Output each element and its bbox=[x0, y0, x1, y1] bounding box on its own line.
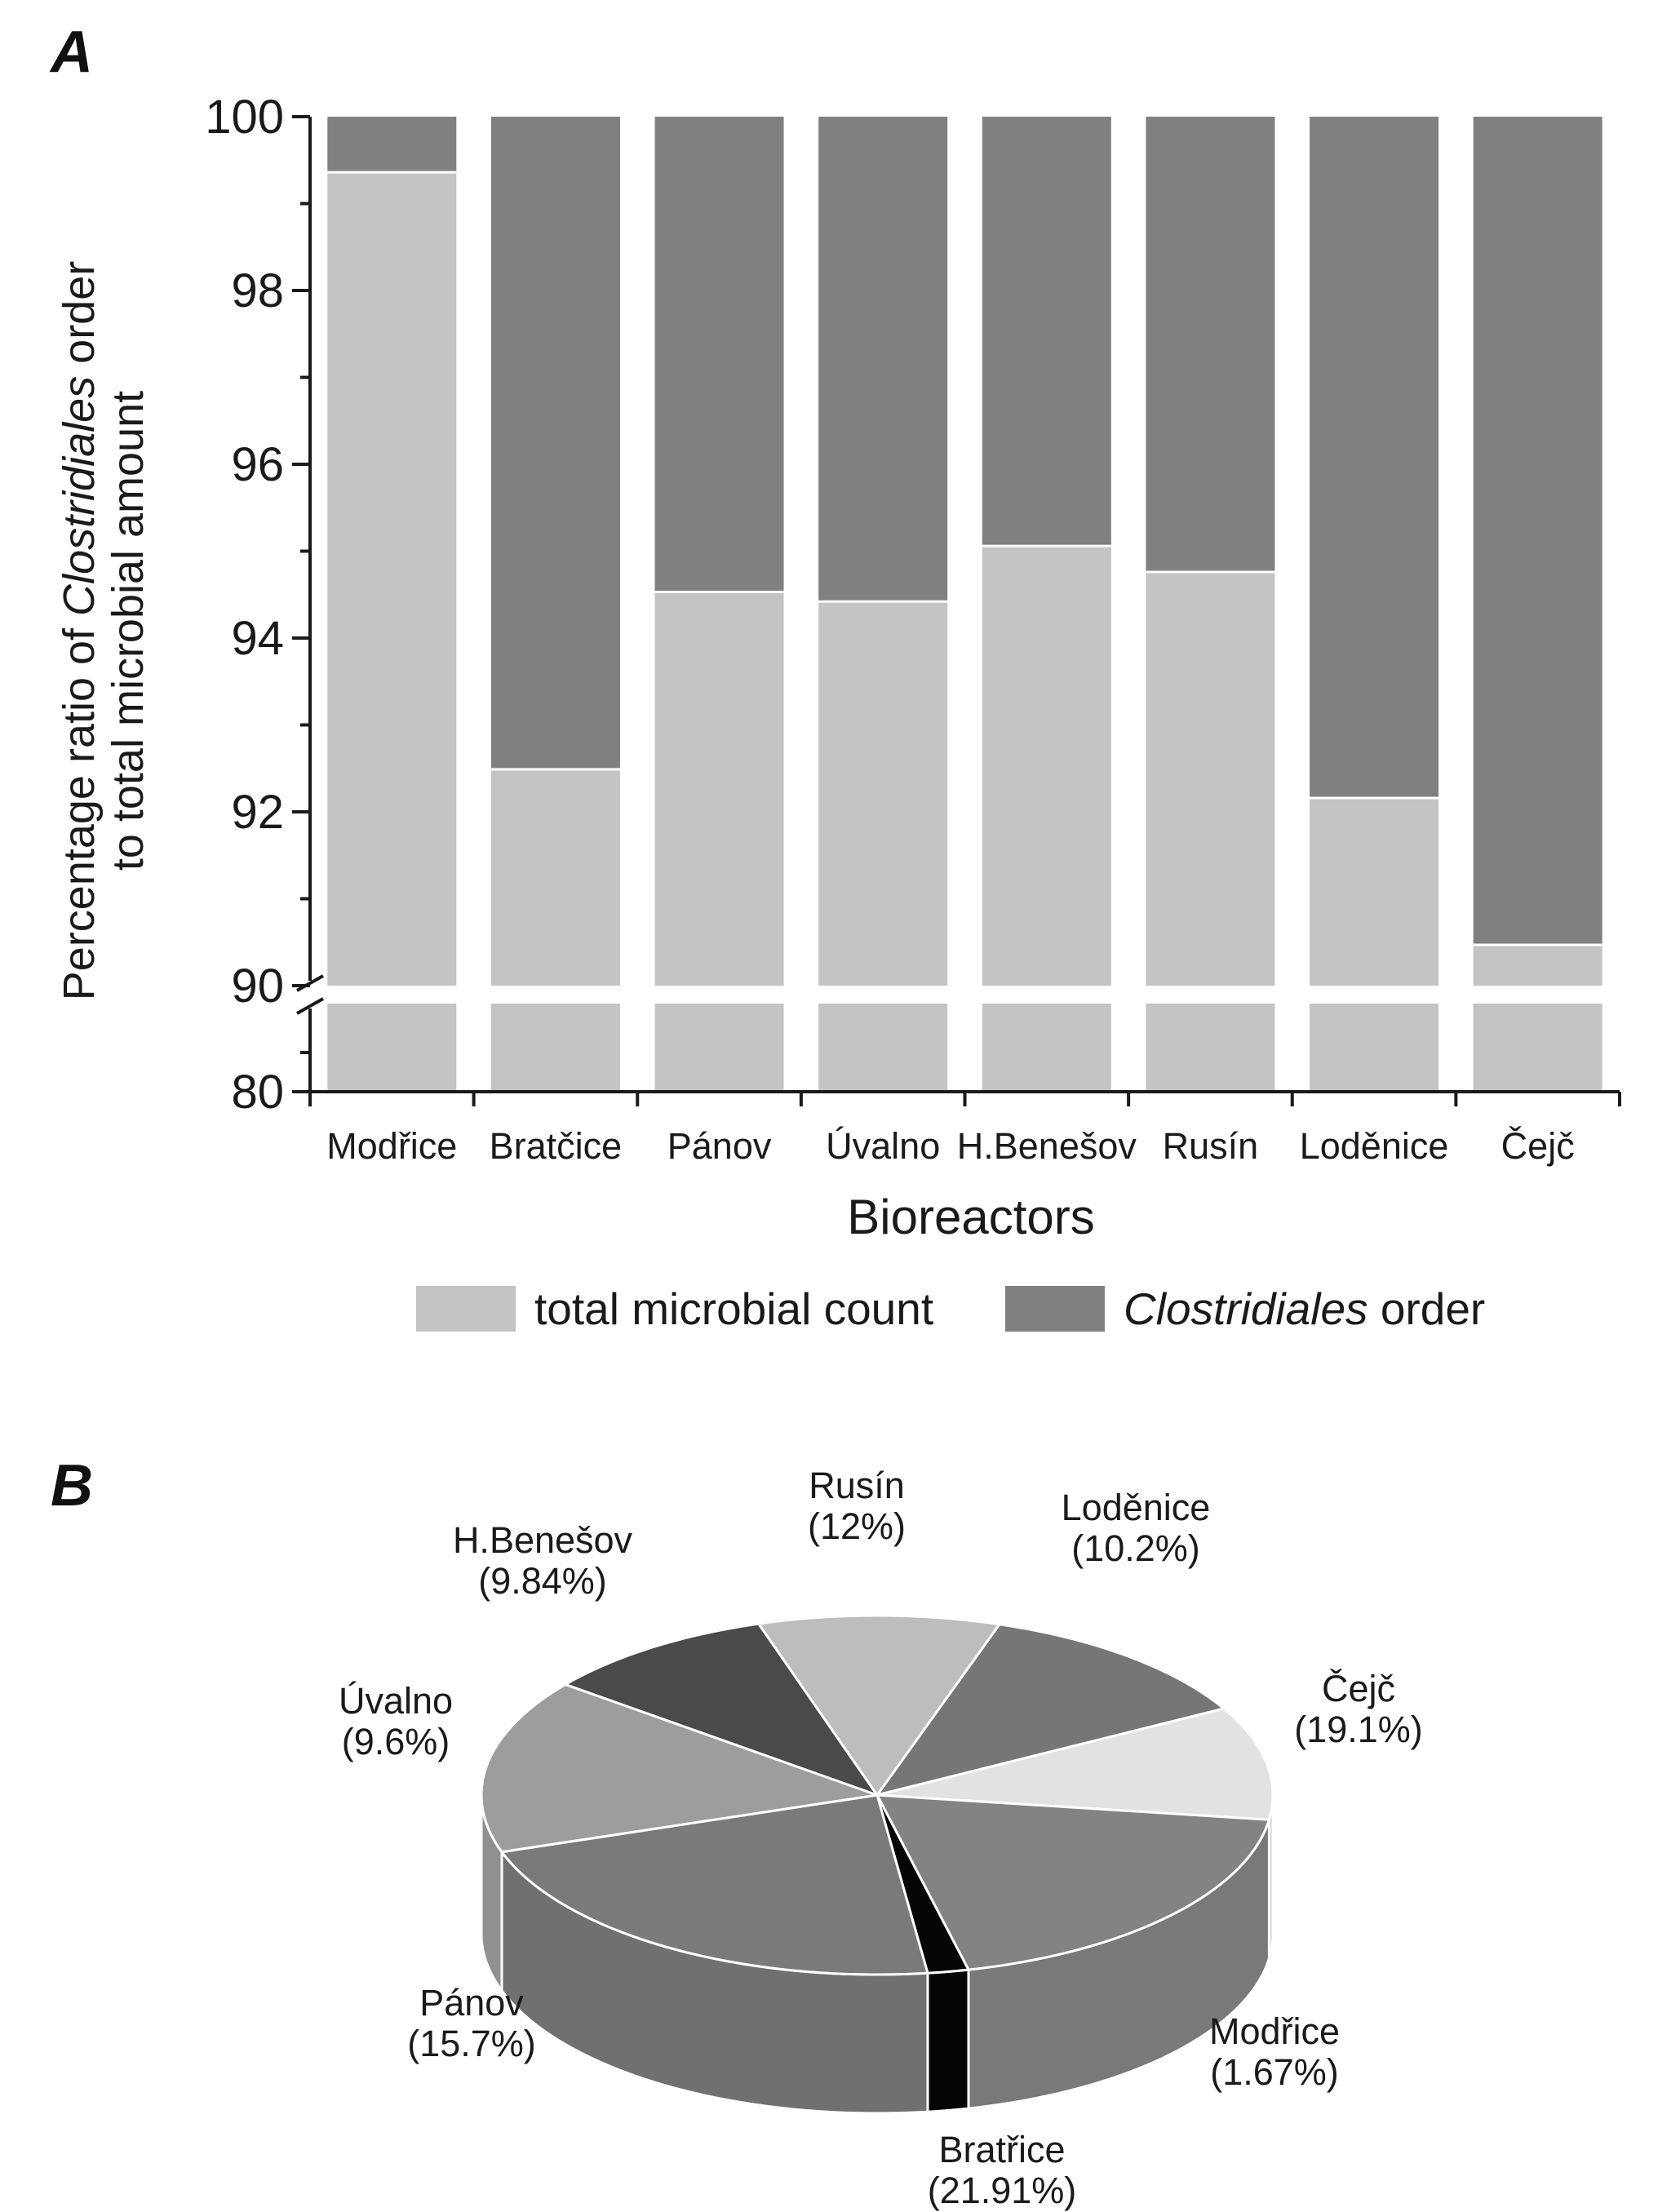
pie-slice-modrice bbox=[875, 1793, 970, 1975]
pie-slice-h-benesov bbox=[757, 1614, 1001, 1797]
panel-a-label: A bbox=[49, 20, 93, 85]
x-tick-label-modrice: Modřice bbox=[326, 1125, 457, 1167]
pie-label-name-modrice: Modřice bbox=[1209, 2010, 1340, 2052]
pie-label-name-cejc: Čejč bbox=[1322, 1668, 1395, 1709]
axis-break-mark-2 bbox=[296, 997, 324, 1015]
bar-total-rusin bbox=[1146, 572, 1275, 986]
bar-clostridiales-lodenice bbox=[1310, 117, 1439, 798]
bar-total-lower-uvalno bbox=[818, 1004, 948, 1092]
bar-total-lower-cejc bbox=[1473, 1004, 1602, 1092]
pie-slice-bratrice bbox=[500, 1793, 929, 1976]
legend: total microbial count Clostridiales orde… bbox=[416, 1283, 1485, 1334]
bar-clostridiales-cejc bbox=[1473, 117, 1602, 945]
bar-clostridiales-bratcice bbox=[490, 117, 620, 769]
bar-clostridiales-modrice bbox=[327, 117, 457, 173]
pie-side-modrice bbox=[926, 1968, 970, 2113]
pie-sides bbox=[480, 1793, 1274, 2115]
y-tick-label-90: 90 bbox=[231, 960, 284, 1013]
y-axis-title-italic: Clostridiales bbox=[55, 376, 104, 616]
y-axis-title-part1: Percentage ratio of bbox=[55, 616, 104, 1000]
pie-label-name-bratrice: Bratřice bbox=[938, 2129, 1065, 2170]
bar-clostridiales-h-benesov bbox=[982, 117, 1111, 547]
y-tick-label-80: 80 bbox=[231, 1066, 284, 1119]
pie-label-value-bratrice: (21.91%) bbox=[928, 2170, 1077, 2211]
panel-b-label: B bbox=[51, 1453, 93, 1518]
pie-label-value-h-benesov: (9.84%) bbox=[478, 1560, 607, 1602]
bar-total-panov bbox=[654, 592, 784, 986]
legend-label-clostridiales: Clostridiales order bbox=[1124, 1283, 1485, 1334]
legend-label-total: total microbial count bbox=[534, 1283, 933, 1334]
pie-label-name-uvalno: Úvalno bbox=[339, 1680, 453, 1722]
x-tick-label-panov: Pánov bbox=[667, 1125, 772, 1167]
pie-slice-lodenice bbox=[875, 1707, 1274, 1821]
bar-total-lower-h-benesov bbox=[982, 1004, 1111, 1092]
bar-total-uvalno bbox=[818, 601, 948, 986]
pie-chart-3d: Rusín(12%) Loděnice(10.2%) Čejč(19.1%) Modř… bbox=[339, 1465, 1423, 2211]
y-tick-label-96: 96 bbox=[231, 438, 284, 491]
pie-labels: Rusín(12%) Loděnice(10.2%) Čejč(19.1%) Modř… bbox=[339, 1465, 1423, 2211]
pie-label-value-lodenice: (10.2%) bbox=[1071, 1527, 1200, 1569]
y-tick-label-100: 100 bbox=[205, 91, 284, 144]
pie-label-name-lodenice: Loděnice bbox=[1062, 1487, 1211, 1528]
bar-clostridiales-panov bbox=[654, 117, 784, 592]
bar-axes bbox=[292, 115, 1621, 1106]
x-tick-label-uvalno: Úvalno bbox=[826, 1125, 940, 1167]
legend-swatch-total bbox=[416, 1286, 516, 1332]
bar-clostridiales-rusin bbox=[1146, 117, 1275, 573]
y-axis-title: Percentage ratio of Clostridiales order … bbox=[55, 261, 153, 1000]
pie-label-name-rusin: Rusín bbox=[809, 1465, 905, 1506]
pie-label-value-rusin: (12%) bbox=[808, 1505, 906, 1547]
legend-swatch-clostridiales bbox=[1005, 1286, 1105, 1332]
bar-series-group bbox=[327, 117, 1602, 1092]
x-tick-labels: Modřice Bratčice Pánov Úvalno H.Benešov Rusín… bbox=[326, 1125, 1574, 1167]
legend-label-clostridiales-rest: order bbox=[1368, 1283, 1486, 1334]
pie-slice-panov bbox=[480, 1682, 879, 1854]
bar-total-h-benesov bbox=[982, 546, 1111, 986]
bar-total-lower-modrice bbox=[327, 1004, 457, 1092]
bar-total-lower-panov bbox=[654, 1004, 784, 1092]
y-tick-label-92: 92 bbox=[231, 786, 284, 839]
bar-total-bratcice bbox=[490, 769, 620, 986]
pie-slice-rusin bbox=[875, 1623, 1226, 1797]
x-tick-label-rusin: Rusín bbox=[1163, 1125, 1259, 1167]
legend-label-clostridiales-italic: Clostridiales bbox=[1124, 1283, 1368, 1334]
x-tick-label-bratcice: Bratčice bbox=[490, 1125, 623, 1167]
y-tick-label-98: 98 bbox=[231, 264, 284, 317]
x-tick-label-cejc: Čejč bbox=[1501, 1125, 1575, 1167]
svg-text:Percentage ratio of Clostridia: Percentage ratio of Clostridiales order bbox=[55, 261, 104, 1000]
pie-slice-uvalno bbox=[564, 1622, 879, 1797]
axis-break-mark-1 bbox=[296, 974, 324, 992]
pie-label-value-panov: (15.7%) bbox=[407, 2023, 536, 2064]
pie-label-name-h-benesov: H.Benešov bbox=[453, 1519, 633, 1561]
bar-total-lower-lodenice bbox=[1310, 1004, 1439, 1092]
x-axis-title: Bioreactors bbox=[847, 1190, 1094, 1244]
y-axis-title-line2: to total microbial amount bbox=[104, 391, 153, 871]
pie-label-name-panov: Pánov bbox=[419, 1982, 524, 2024]
pie-label-value-cejc: (19.1%) bbox=[1294, 1709, 1423, 1750]
bar-chart: 90 92 94 96 98 100 80 Modřice Bratčice Pánov Úval… bbox=[55, 91, 1621, 1334]
y-tick-label-94: 94 bbox=[231, 612, 284, 665]
bar-total-lodenice bbox=[1310, 797, 1439, 986]
pie-top bbox=[480, 1614, 1274, 1976]
pie-label-value-modrice: (1.67%) bbox=[1210, 2051, 1339, 2093]
bar-clostridiales-uvalno bbox=[818, 117, 948, 602]
pie-slice-cejc bbox=[875, 1793, 1270, 1971]
x-tick-label-lodenice: Loděnice bbox=[1300, 1125, 1449, 1167]
y-axis-title-part2: order bbox=[55, 261, 104, 376]
x-tick-label-h-benesov: H.Benešov bbox=[957, 1125, 1137, 1167]
bar-total-lower-rusin bbox=[1146, 1004, 1275, 1092]
pie-label-value-uvalno: (9.6%) bbox=[342, 1721, 450, 1762]
y-tick-labels: 90 92 94 96 98 100 80 bbox=[205, 91, 284, 1119]
bar-total-modrice bbox=[327, 172, 457, 986]
bar-total-lower-bratcice bbox=[490, 1004, 620, 1092]
bar-total-cejc bbox=[1473, 944, 1602, 986]
